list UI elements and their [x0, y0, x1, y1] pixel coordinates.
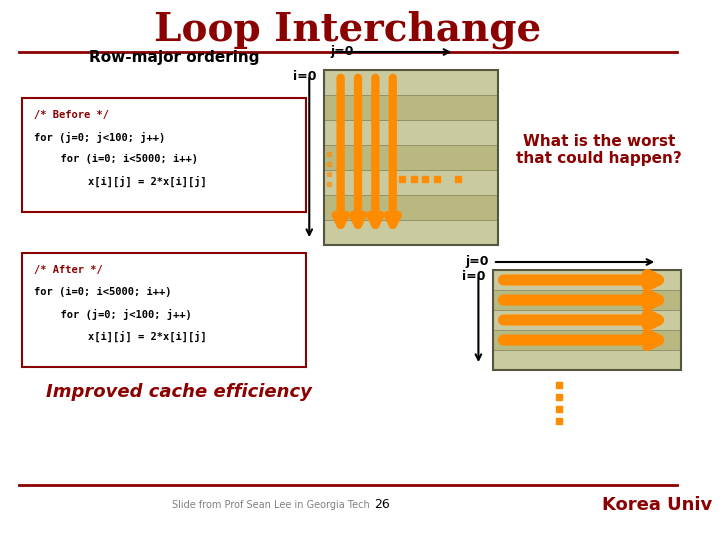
Text: for (j=0; j<100; j++): for (j=0; j<100; j++) [34, 131, 165, 143]
Text: Korea Univ: Korea Univ [602, 496, 712, 514]
Text: i=0: i=0 [292, 70, 316, 83]
Text: 26: 26 [374, 498, 390, 511]
Bar [324, 170, 498, 195]
Text: Row-major ordering: Row-major ordering [89, 50, 259, 65]
Bar [324, 70, 498, 245]
Bar [324, 95, 498, 120]
Bar [493, 350, 681, 370]
Bar [324, 120, 498, 145]
Bar [493, 290, 681, 310]
Bar [493, 270, 681, 290]
Text: Slide from Prof Sean Lee in Georgia Tech: Slide from Prof Sean Lee in Georgia Tech [172, 500, 369, 510]
Text: Loop Interchange: Loop Interchange [154, 11, 541, 49]
FancyBboxPatch shape [22, 98, 307, 212]
Text: x[i][j] = 2*x[i][j]: x[i][j] = 2*x[i][j] [63, 330, 207, 342]
Text: /* After */: /* After */ [34, 265, 102, 275]
Bar [324, 145, 498, 170]
Text: Improved cache efficiency: Improved cache efficiency [46, 383, 312, 401]
Text: x[i][j] = 2*x[i][j]: x[i][j] = 2*x[i][j] [63, 176, 207, 187]
Text: /* Before */: /* Before */ [34, 110, 109, 120]
Text: for (i=0; i<5000; i++): for (i=0; i<5000; i++) [48, 154, 198, 164]
FancyBboxPatch shape [22, 253, 307, 367]
Text: What is the worst
that could happen?: What is the worst that could happen? [516, 134, 682, 166]
Bar [324, 220, 498, 245]
Text: j=0: j=0 [330, 45, 354, 58]
Bar [493, 270, 681, 370]
Bar [324, 195, 498, 220]
Text: i=0: i=0 [462, 270, 485, 283]
Text: for (i=0; i<5000; i++): for (i=0; i<5000; i++) [34, 287, 171, 297]
Bar [493, 330, 681, 350]
Text: for (j=0; j<100; j++): for (j=0; j<100; j++) [48, 308, 192, 320]
Bar [324, 70, 498, 95]
Bar [493, 310, 681, 330]
Text: j=0: j=0 [466, 255, 489, 268]
